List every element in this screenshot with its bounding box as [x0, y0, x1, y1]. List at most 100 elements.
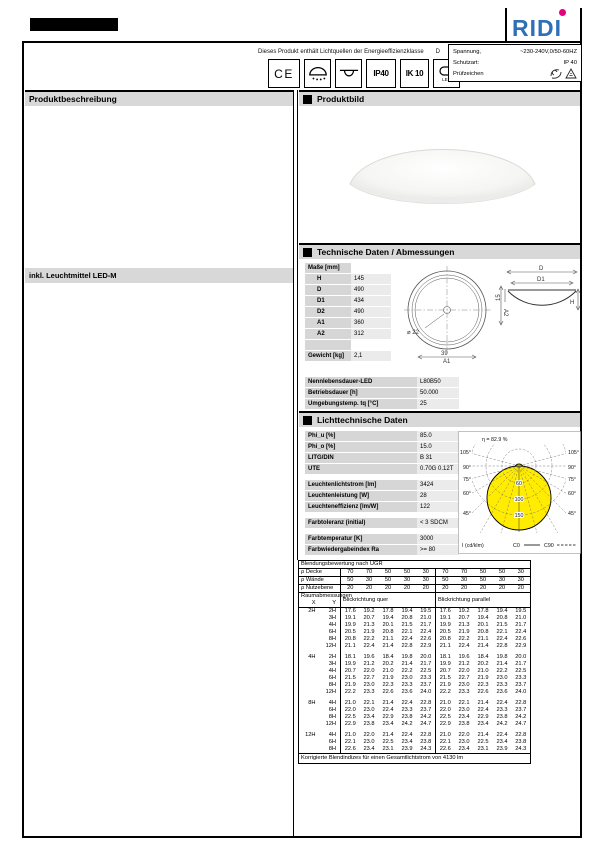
- section-title: Produktbild: [317, 94, 365, 104]
- logo-last-letter: I: [555, 9, 567, 41]
- table-row: D 490: [305, 285, 391, 295]
- ceiling-luminaire-icon: [304, 59, 331, 88]
- row-value: [351, 340, 391, 350]
- row-value: 434: [351, 296, 391, 306]
- row-label: Nennlebensdauer-LED: [305, 377, 417, 387]
- row-value: 28: [417, 491, 459, 501]
- dim-label: H: [570, 300, 574, 306]
- black-square-icon: [303, 247, 312, 257]
- electrical-spec-box: Spannung, ~230-240V,0/50-60HZ Schutzart:…: [448, 44, 582, 82]
- row-label: A2: [305, 329, 351, 339]
- ugr-row: Blendungsbewertung nach UGR: [298, 560, 531, 569]
- energy-class: D: [435, 49, 440, 55]
- ugr-row: 8H 22.5 23.4 22.9 23.8 24.2 22.5 23.4 22.9 23.8 24…: [299, 714, 531, 721]
- angle-label: 45°: [568, 511, 576, 517]
- row-label: Farbtemperatur [K]: [305, 534, 417, 544]
- row-value: >= 80: [417, 545, 459, 555]
- row-value: 490: [351, 285, 391, 295]
- ugr-row: 2H 2H 17.6 19.2 17.8 19.4 19.5 17.6 19.2 17.8 19.4…: [308, 607, 527, 615]
- row-label: D2: [305, 307, 351, 317]
- energy-note-text: Dieses Produkt enthält Lichtquellen der …: [258, 49, 424, 55]
- ugr-row: ρ Nutzebene 20 20 20 20 20 20 20 20 20 20: [298, 584, 531, 593]
- angle-label: 90°: [463, 465, 471, 471]
- leuchtmittel-note: inkl. Leuchtmittel LED-M: [25, 268, 293, 283]
- column-divider-left: [293, 90, 294, 836]
- legend-c0-label: C0: [513, 543, 520, 549]
- row-label: Farbwiedergabeindex Ra: [305, 545, 417, 555]
- angle-label: 105°: [568, 450, 579, 456]
- row-value: 85.0: [417, 431, 459, 441]
- ugr-row: 12H 22.9 23.8 23.4 24.2 24.7 22.9 23.8 23.4 24.2 2…: [299, 721, 531, 728]
- surface-mount-icon: [335, 59, 362, 88]
- row-value: L80B50: [417, 377, 459, 387]
- ugr-table: Blendungsbewertung nach UGR ρ Decke 70 70 50…: [298, 560, 532, 764]
- table-row: Farbtoleranz (initial) < 3 SDCM: [305, 518, 459, 528]
- row-value: 0.70G 0.12T: [417, 464, 459, 474]
- ugr-row: Raumabmessungen Blickrichtung quer Blickri…: [298, 592, 531, 608]
- angle-label: 45°: [463, 511, 471, 517]
- ugr-row: 4H 2H 18.1 19.6 18.4 19.8 20.0 18.1 19.6 18.4 19.8…: [308, 654, 527, 661]
- table-row: Nennlebensdauer-LED L80B50: [305, 377, 459, 387]
- bottom-border: [22, 836, 582, 838]
- energy-efficiency-note: Dieses Produkt enthält Lichtquellen der …: [148, 49, 440, 59]
- ugr-row: ρ Decke 70 70 50 50 30 70 70 50 50 30: [298, 568, 531, 577]
- section-produktbild: Produktbild: [299, 90, 580, 106]
- table-row: Phi_o [%] 15.0: [305, 442, 459, 452]
- ring-label: 100: [515, 497, 524, 503]
- ugr-row: 8H 4H 21.0 22.1 21.4 22.4 22.8 21.0 22.1 21.4 22.4…: [308, 700, 527, 707]
- table-row: LITG/DIN B 31: [305, 453, 459, 463]
- ugr-row: 12H 4H 21.0 22.0 21.4 22.4 22.8 21.0 22.0 21.4 22.…: [305, 732, 527, 739]
- dim-label: A2: [502, 309, 508, 317]
- table-row: Maße [mm]: [305, 263, 391, 273]
- table-row: Leuchtenleistung [W] 28: [305, 491, 459, 501]
- dimensions-table: Maße [mm] H 145 D 490 D1 434 D2 490 A1 360 A2 312 Gew…: [305, 263, 391, 362]
- row-label: D1: [305, 296, 351, 306]
- table-row: A2 312: [305, 329, 391, 339]
- light-distribution-diagram: 60 100 150 105° 90° 75° 60° 45° 105° 90°…: [458, 431, 581, 554]
- ugr-row: 3H 19.1 20.7 19.4 20.8 21.0 19.1 20.7 19.4 20.8 21…: [299, 615, 531, 622]
- table-row: D1 434: [305, 296, 391, 306]
- row-label: UTE: [305, 464, 417, 474]
- table-row: Leuchteneffizienz [lm/W] 122: [305, 502, 459, 512]
- table-row: D2 490: [305, 307, 391, 317]
- top-rule: [22, 41, 582, 43]
- row-value: 50.000: [417, 388, 459, 398]
- ugr-section: Blendungsbewertung nach UGR ρ Decke 70 70 50…: [298, 560, 532, 764]
- row-value: 312: [351, 329, 391, 339]
- f-mark-icon: [565, 68, 577, 79]
- section-produktbeschreibung: Produktbeschreibung: [25, 90, 293, 106]
- ik-rating-badge: IK 10: [400, 59, 429, 88]
- row-value: 145: [351, 274, 391, 284]
- dim-label: D: [539, 266, 544, 272]
- black-square-icon: [303, 94, 312, 104]
- row-value: < 3 SDCM: [417, 518, 459, 528]
- ugr-row: 4H 20.7 22.0 21.0 22.2 22.5 20.7 22.0 21.0 22.2 22…: [299, 668, 531, 675]
- logo-text: RID: [512, 15, 555, 41]
- ugr-row: 6H 22.0 23.0 22.4 23.3 23.7 22.0 23.0 22.4 23.3 23…: [299, 707, 531, 714]
- angle-label: 60°: [568, 491, 576, 497]
- row-label: Farbtoleranz (initial): [305, 518, 417, 528]
- column-divider-right: [297, 90, 298, 560]
- row-label: Phi_u [%]: [305, 431, 417, 441]
- ring-label: 60: [516, 481, 522, 487]
- row-value: 3000: [417, 534, 459, 544]
- logo-dot-icon: [559, 9, 567, 16]
- black-square-icon: [303, 415, 312, 425]
- row-label: Leuchtenleistung [W]: [305, 491, 417, 501]
- ugr-row: [298, 728, 531, 732]
- dimension-drawing: ⌀ 22 39 A2 A1 D D1 15 H: [404, 266, 581, 364]
- section-title: Technische Daten / Abmessungen: [317, 247, 455, 257]
- left-border: [22, 41, 24, 838]
- angle-label: 75°: [463, 477, 471, 483]
- ugr-row: 8H 21.9 23.0 22.3 23.3 23.7 21.9 23.0 22.3 23.3 23…: [299, 682, 531, 689]
- dim-label: ⌀ 22: [407, 330, 420, 336]
- ugr-row: 8H 22.6 23.4 23.1 23.9 24.3 22.6 23.4 23.1 23.9 24…: [299, 746, 531, 754]
- row-value: 490: [351, 307, 391, 317]
- table-row: Phi_u [%] 85.0: [305, 431, 459, 441]
- table-row: Farbwiedergabeindex Ra >= 80: [305, 545, 459, 555]
- dim-label: 15: [496, 294, 502, 301]
- ugr-row: 3H 19.9 21.2 20.2 21.4 21.7 19.9 21.2 20.2 21.4 21…: [299, 661, 531, 668]
- ugr-row: 6H 22.1 23.0 22.5 23.4 23.8 22.1 23.0 22.5 23.4 23…: [299, 739, 531, 746]
- row-value: 25: [417, 399, 459, 409]
